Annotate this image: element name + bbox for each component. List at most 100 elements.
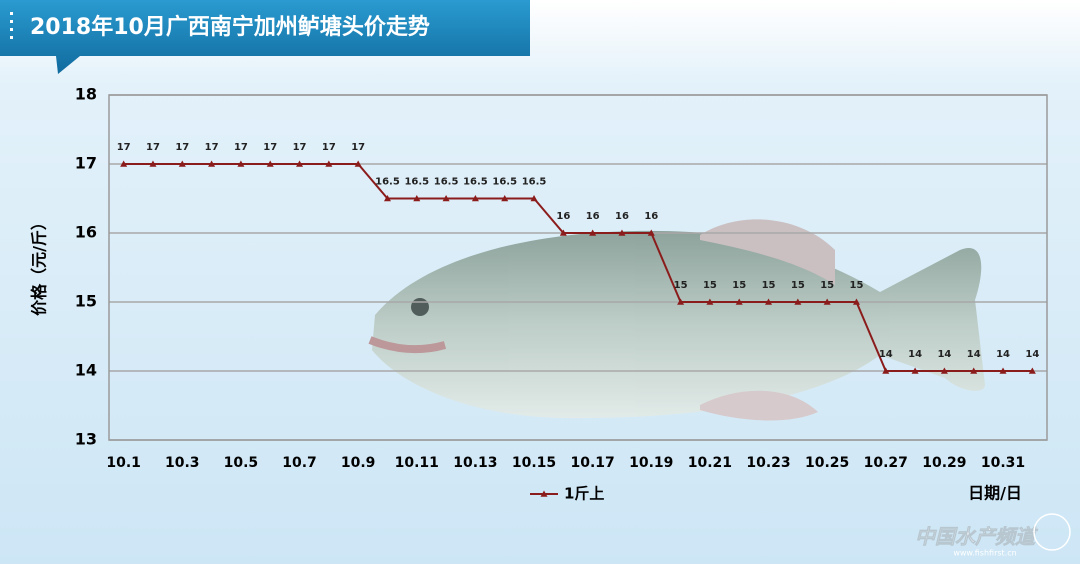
x-tick-label: 10.13 xyxy=(453,455,497,471)
data-label: 15 xyxy=(850,280,864,291)
watermark: 中国水产频道 xyxy=(915,525,1038,549)
plot-border xyxy=(108,94,1048,441)
data-label: 15 xyxy=(762,280,776,291)
data-label: 16.5 xyxy=(492,177,517,188)
data-point xyxy=(1028,367,1036,374)
data-label: 14 xyxy=(937,349,951,360)
data-label: 16 xyxy=(644,211,658,222)
data-point xyxy=(383,195,391,202)
data-label: 14 xyxy=(908,349,922,360)
data-point xyxy=(471,195,479,202)
data-point xyxy=(120,160,128,167)
data-label: 17 xyxy=(234,142,248,153)
data-label: 15 xyxy=(732,280,746,291)
watermark-url: www.fishfirst.cn xyxy=(953,549,1016,558)
data-point xyxy=(413,195,421,202)
legend-label: 1斤上 xyxy=(564,485,604,503)
data-point xyxy=(882,367,890,374)
data-label: 17 xyxy=(117,142,131,153)
data-label: 14 xyxy=(1025,349,1039,360)
data-label: 15 xyxy=(703,280,717,291)
title-banner xyxy=(0,0,530,74)
x-tick-label: 10.29 xyxy=(922,455,966,471)
y-tick-label: 13 xyxy=(75,430,97,449)
data-label: 17 xyxy=(322,142,336,153)
x-tick-label: 10.19 xyxy=(629,455,673,471)
y-tick-label: 18 xyxy=(75,85,97,104)
x-tick-label: 10.21 xyxy=(688,455,732,471)
data-label: 16.5 xyxy=(375,177,400,188)
chart-title: 2018年10月广西南宁加州鲈塘头价走势 xyxy=(30,14,430,40)
data-label: 16.5 xyxy=(463,177,488,188)
data-label: 17 xyxy=(175,142,189,153)
data-point xyxy=(823,298,831,305)
data-point xyxy=(647,229,655,236)
y-tick-label: 17 xyxy=(75,154,97,173)
data-label: 16.5 xyxy=(522,177,547,188)
data-label: 17 xyxy=(263,142,277,153)
x-tick-label: 10.27 xyxy=(864,455,908,471)
data-label: 14 xyxy=(967,349,981,360)
data-label: 16 xyxy=(556,211,570,222)
watermark-globe xyxy=(1033,513,1071,551)
series-line xyxy=(123,163,1033,372)
data-label: 16 xyxy=(586,211,600,222)
y-tick-label: 16 xyxy=(75,223,97,242)
data-point xyxy=(765,298,773,305)
y-axis-label: 价格（元/斤） xyxy=(30,214,49,316)
data-label: 14 xyxy=(996,349,1010,360)
x-tick-label: 10.1 xyxy=(106,455,141,471)
data-point xyxy=(354,160,362,167)
x-tick-label: 10.5 xyxy=(224,455,259,471)
banner-dots xyxy=(10,12,13,39)
data-point xyxy=(208,160,216,167)
x-tick-label: 10.17 xyxy=(571,455,615,471)
data-label: 16 xyxy=(615,211,629,222)
data-point xyxy=(735,298,743,305)
y-tick-label: 15 xyxy=(75,292,97,311)
data-label: 15 xyxy=(791,280,805,291)
x-tick-label: 10.15 xyxy=(512,455,556,471)
data-point xyxy=(442,195,450,202)
data-point xyxy=(237,160,245,167)
x-tick-label: 10.7 xyxy=(282,455,317,471)
data-label: 17 xyxy=(293,142,307,153)
x-tick-label: 10.31 xyxy=(981,455,1025,471)
data-point xyxy=(706,298,714,305)
data-point xyxy=(618,229,626,236)
data-label: 17 xyxy=(205,142,219,153)
data-label: 15 xyxy=(674,280,688,291)
data-point xyxy=(940,367,948,374)
data-point xyxy=(178,160,186,167)
x-tick-label: 10.3 xyxy=(165,455,200,471)
data-point xyxy=(852,298,860,305)
data-point xyxy=(559,229,567,236)
legend-marker xyxy=(540,490,548,497)
x-tick-label: 10.23 xyxy=(746,455,790,471)
data-label: 17 xyxy=(146,142,160,153)
data-point xyxy=(325,160,333,167)
data-label: 16.5 xyxy=(434,177,459,188)
x-tick-label: 10.25 xyxy=(805,455,849,471)
data-label: 17 xyxy=(351,142,365,153)
data-point xyxy=(296,160,304,167)
data-point xyxy=(149,160,157,167)
data-label: 16.5 xyxy=(404,177,429,188)
data-point xyxy=(501,195,509,202)
data-point xyxy=(266,160,274,167)
x-tick-label: 10.11 xyxy=(395,455,439,471)
data-point xyxy=(999,367,1007,374)
data-point xyxy=(970,367,978,374)
data-label: 15 xyxy=(820,280,834,291)
x-tick-label: 10.9 xyxy=(341,455,376,471)
data-label: 14 xyxy=(879,349,893,360)
data-point xyxy=(677,298,685,305)
data-point xyxy=(794,298,802,305)
data-point xyxy=(530,195,538,202)
data-point xyxy=(589,229,597,236)
x-axis-label: 日期/日 xyxy=(968,484,1022,503)
data-point xyxy=(911,367,919,374)
y-tick-label: 14 xyxy=(75,361,97,380)
